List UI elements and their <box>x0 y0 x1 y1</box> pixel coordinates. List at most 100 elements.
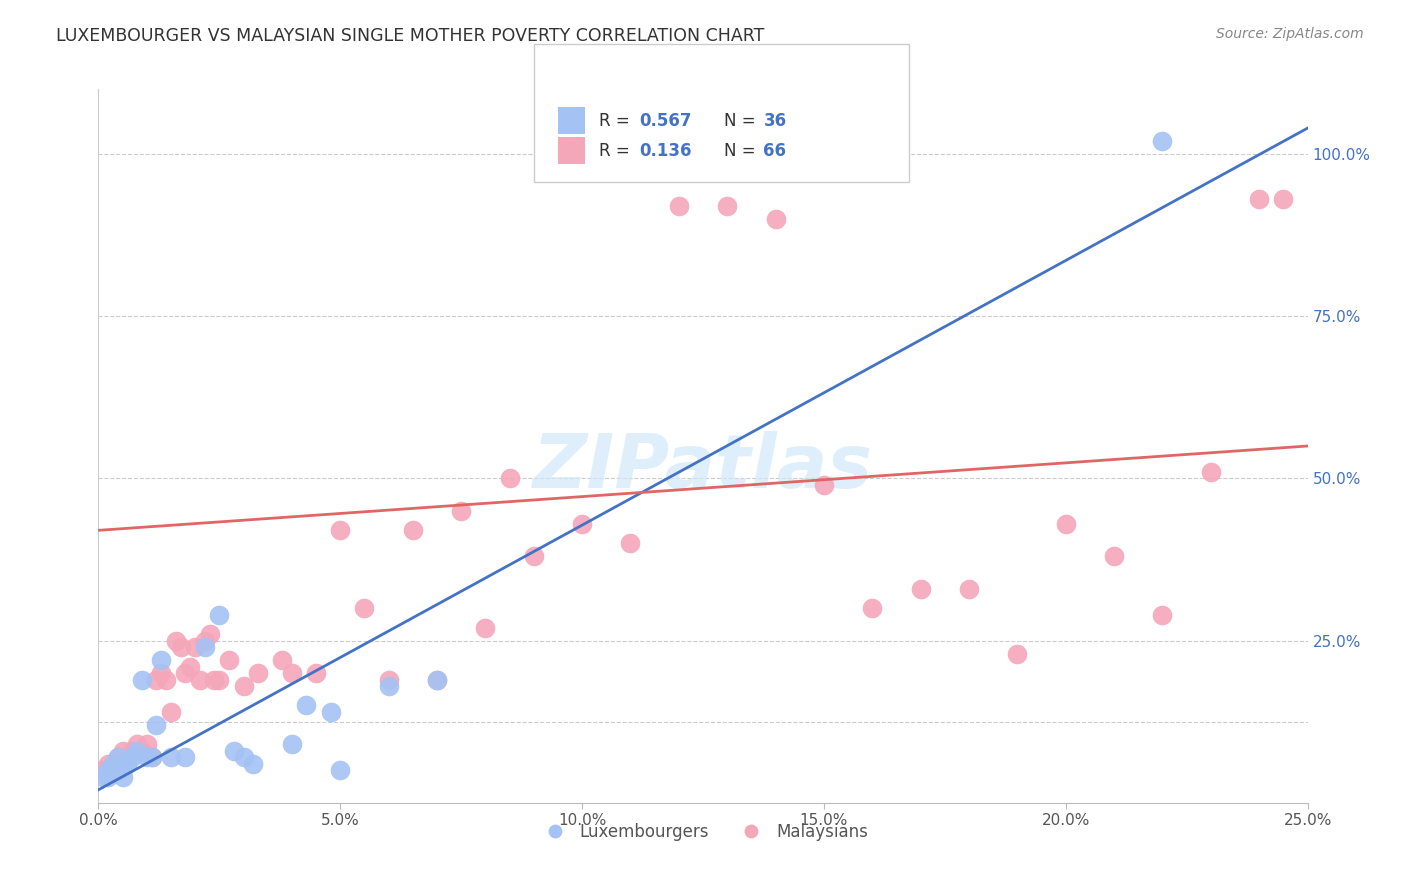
Point <box>319 705 342 719</box>
Point <box>131 744 153 758</box>
Point <box>208 673 231 687</box>
Text: N =: N = <box>724 142 761 160</box>
Point <box>174 750 197 764</box>
Point <box>571 516 593 531</box>
Text: 36: 36 <box>763 112 786 129</box>
Point <box>127 744 149 758</box>
Point <box>101 764 124 778</box>
Point <box>353 601 375 615</box>
Point <box>97 770 120 784</box>
Point <box>135 750 157 764</box>
Point <box>957 582 980 596</box>
Point <box>910 582 932 596</box>
Point <box>145 673 167 687</box>
Point <box>765 211 787 226</box>
Point <box>101 756 124 771</box>
Point <box>198 627 221 641</box>
Point <box>1272 193 1295 207</box>
Point <box>155 673 177 687</box>
Point <box>121 750 143 764</box>
Point <box>127 738 149 752</box>
Point <box>281 666 304 681</box>
Text: 66: 66 <box>763 142 786 160</box>
Point <box>426 673 449 687</box>
Point <box>97 764 120 778</box>
Point <box>222 744 245 758</box>
Point <box>121 744 143 758</box>
Point <box>716 199 738 213</box>
Point <box>141 750 163 764</box>
Point <box>860 601 883 615</box>
Point <box>97 756 120 771</box>
Point <box>232 750 254 764</box>
Point <box>295 698 318 713</box>
Point <box>426 673 449 687</box>
Text: 0.567: 0.567 <box>638 112 692 129</box>
Point <box>668 199 690 213</box>
Text: Source: ZipAtlas.com: Source: ZipAtlas.com <box>1216 27 1364 41</box>
Point <box>247 666 270 681</box>
Text: R =: R = <box>599 142 636 160</box>
Point <box>135 738 157 752</box>
Point <box>1199 465 1222 479</box>
Point <box>271 653 294 667</box>
Point <box>1054 516 1077 531</box>
Point <box>141 750 163 764</box>
Point <box>242 756 264 771</box>
Text: LUXEMBOURGER VS MALAYSIAN SINGLE MOTHER POVERTY CORRELATION CHART: LUXEMBOURGER VS MALAYSIAN SINGLE MOTHER … <box>56 27 765 45</box>
Point <box>1152 607 1174 622</box>
Text: ZIPatlas: ZIPatlas <box>533 431 873 504</box>
Point <box>377 673 399 687</box>
Point <box>179 659 201 673</box>
Point <box>305 666 328 681</box>
Bar <box>558 107 585 134</box>
Point <box>107 750 129 764</box>
Text: N =: N = <box>724 112 761 129</box>
Point <box>377 679 399 693</box>
Point <box>111 756 134 771</box>
Point <box>160 750 183 764</box>
Point <box>174 666 197 681</box>
Point <box>194 633 217 648</box>
Legend: Luxembourgers, Malaysians: Luxembourgers, Malaysians <box>531 817 875 848</box>
Point <box>329 764 352 778</box>
Point <box>232 679 254 693</box>
Point <box>101 756 124 771</box>
Point <box>184 640 207 654</box>
FancyBboxPatch shape <box>534 44 908 182</box>
Point <box>194 640 217 654</box>
Point <box>188 673 211 687</box>
Point <box>150 653 173 667</box>
Point <box>498 471 520 485</box>
Point <box>218 653 240 667</box>
Point <box>1102 549 1125 564</box>
Point <box>1152 134 1174 148</box>
Point <box>204 673 226 687</box>
Point <box>160 705 183 719</box>
Point <box>1249 193 1271 207</box>
Text: 0.136: 0.136 <box>638 142 692 160</box>
Point <box>117 756 139 771</box>
Point <box>131 673 153 687</box>
Point <box>117 750 139 764</box>
Point <box>619 536 641 550</box>
Point <box>813 478 835 492</box>
Point <box>329 524 352 538</box>
Text: R =: R = <box>599 112 636 129</box>
Point <box>450 504 472 518</box>
Point <box>1007 647 1029 661</box>
Point <box>111 744 134 758</box>
Point <box>402 524 425 538</box>
Point <box>107 764 129 778</box>
Bar <box>558 137 585 164</box>
Point <box>91 770 114 784</box>
Point <box>145 718 167 732</box>
Point <box>523 549 546 564</box>
Point <box>107 750 129 764</box>
Point <box>111 770 134 784</box>
Point <box>91 764 114 778</box>
Point <box>281 738 304 752</box>
Point <box>169 640 191 654</box>
Point <box>165 633 187 648</box>
Point <box>150 666 173 681</box>
